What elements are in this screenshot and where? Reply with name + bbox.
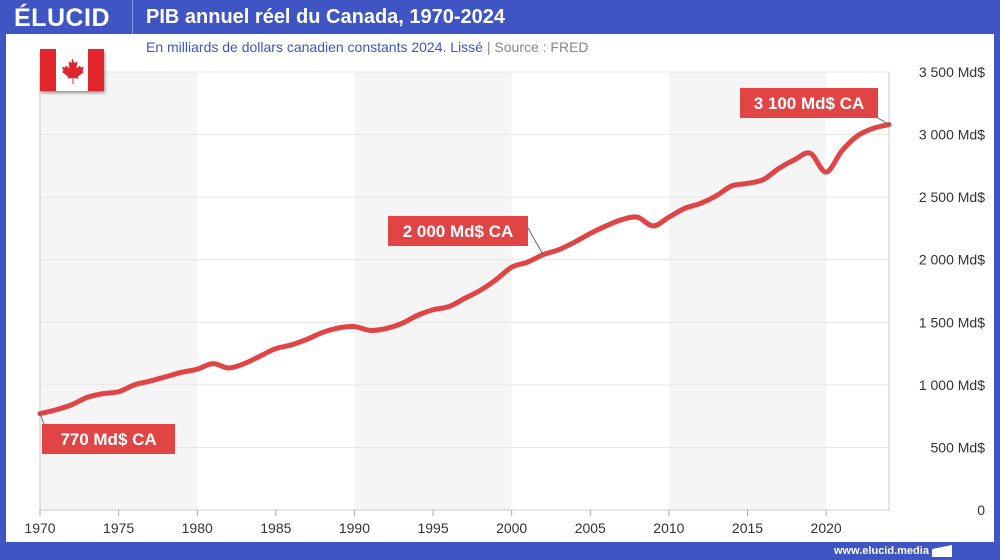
x-tick-label: 2000 <box>496 520 527 536</box>
x-tick-label: 1985 <box>260 520 291 536</box>
background-band <box>354 72 512 510</box>
y-tick-label: 500 Md$ <box>931 439 986 455</box>
annotation-label: 2 000 Md$ CA <box>403 222 514 241</box>
x-tick-label: 2005 <box>575 520 606 536</box>
y-tick-label: 0 <box>977 502 985 518</box>
annotation-leader <box>527 227 544 255</box>
x-tick-label: 2015 <box>732 520 763 536</box>
source-text: Source : FRED <box>494 39 589 55</box>
annotation-label: 770 Md$ CA <box>60 430 156 449</box>
elucid-mark-icon <box>932 545 952 557</box>
y-tick-label: 1 000 Md$ <box>919 377 985 393</box>
x-tick-label: 1975 <box>103 520 134 536</box>
annotation-leader <box>39 413 45 425</box>
x-tick-label: 1970 <box>24 520 55 536</box>
chart-subtitle: En milliards de dollars canadien constan… <box>146 39 589 55</box>
canada-flag-icon <box>40 49 104 91</box>
header-divider <box>132 0 133 34</box>
background-band <box>668 72 827 510</box>
annotation-box <box>740 88 878 118</box>
annotation-box <box>388 216 528 246</box>
x-tick-label: 2020 <box>811 520 842 536</box>
y-tick-label: 3 000 Md$ <box>919 127 985 143</box>
y-tick-label: 2 000 Md$ <box>919 252 985 268</box>
x-tick-label: 1990 <box>339 520 370 536</box>
chart-title: PIB annuel réel du Canada, 1970-2024 <box>146 6 506 28</box>
x-tick-label: 1995 <box>417 520 448 536</box>
annotation-box <box>42 424 175 454</box>
x-tick-label: 2010 <box>653 520 684 536</box>
subtitle-separator: | <box>486 39 491 55</box>
annotation-label: 3 100 Md$ CA <box>754 94 865 113</box>
y-tick-label: 2 500 Md$ <box>919 189 985 205</box>
elucid-logo: ÉLUCID <box>14 4 111 32</box>
footer-url-text[interactable]: www.elucid.media <box>833 544 929 557</box>
footer-url[interactable]: www.elucid.media <box>834 545 954 557</box>
x-tick-label: 1980 <box>182 520 213 536</box>
subtitle-text: En milliards de dollars canadien constan… <box>146 39 483 55</box>
y-tick-label: 3 500 Md$ <box>919 64 985 80</box>
y-tick-label: 1 500 Md$ <box>919 314 985 330</box>
annotation-leader <box>877 117 890 125</box>
